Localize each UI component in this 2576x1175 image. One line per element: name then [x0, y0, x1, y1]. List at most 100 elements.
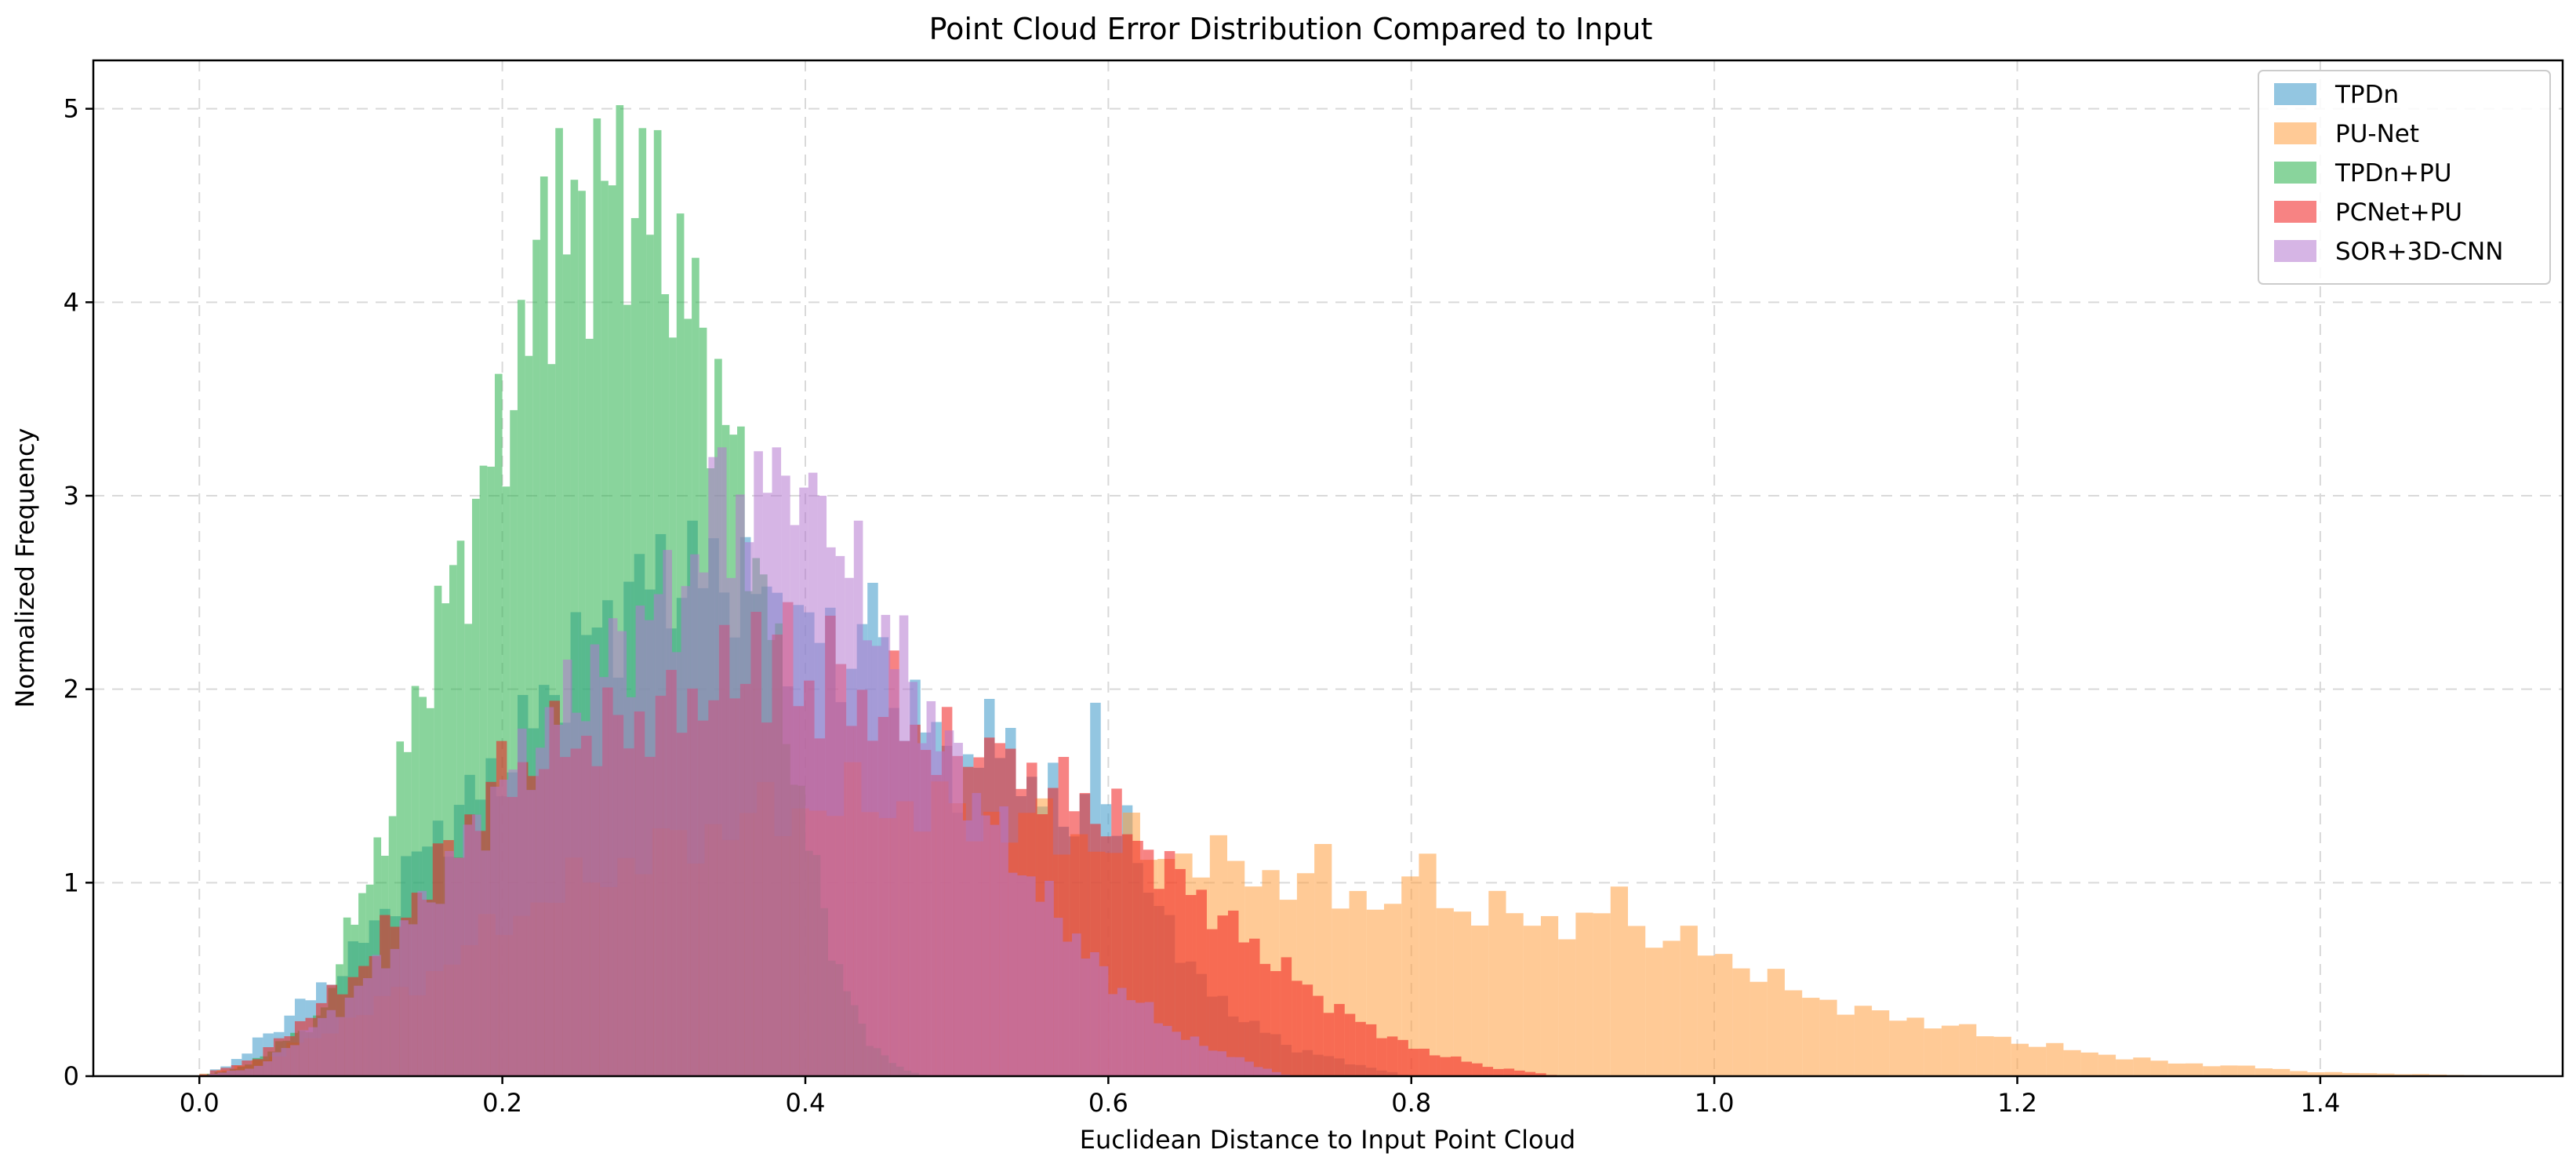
plot-frame: [92, 59, 2564, 1078]
legend-label: PCNet+PU: [2335, 198, 2462, 227]
histogram-bar: [411, 686, 420, 1076]
histogram-bar: [627, 697, 636, 1076]
x-tick-label: 1.0: [1695, 1088, 1735, 1118]
histogram-bar: [408, 924, 418, 1076]
histogram-bar: [494, 373, 503, 1077]
histogram-bar: [1645, 948, 1663, 1076]
histogram-bar: [1099, 966, 1109, 1076]
histogram-bar: [954, 743, 963, 1076]
histogram-bar: [2360, 1073, 2378, 1076]
histogram-bar: [645, 620, 654, 1076]
histogram-bar: [317, 1017, 327, 1076]
histogram-bar: [2167, 1063, 2185, 1076]
histogram-bar: [1249, 938, 1260, 1076]
histogram-bar: [227, 1070, 236, 1076]
histogram-bar: [1482, 1067, 1494, 1076]
histogram-bar: [1181, 1039, 1190, 1076]
histogram-bar: [2098, 1054, 2116, 1076]
histogram-bar: [1397, 1039, 1408, 1076]
histogram-bar: [593, 118, 601, 1076]
histogram-bar: [630, 218, 639, 1076]
histogram-bar: [663, 550, 672, 1076]
histogram-bar: [1026, 876, 1036, 1076]
histogram-bar: [417, 890, 427, 1076]
histogram-bar: [2254, 1068, 2273, 1076]
legend-swatch: [2274, 201, 2316, 223]
histogram-bar: [1749, 981, 1768, 1076]
histogram-bar: [336, 1017, 345, 1076]
legend-label: SOR+3D-CNN: [2335, 238, 2503, 266]
legend-swatch: [2274, 162, 2316, 184]
histogram-bar: [562, 659, 572, 1076]
histogram-bar: [490, 786, 500, 1076]
histogram-bar: [487, 466, 495, 1076]
histogram-bar: [690, 554, 699, 1076]
histogram-bar: [1610, 886, 1629, 1076]
histogram-bar: [1365, 1024, 1377, 1076]
histogram-bar: [2290, 1071, 2308, 1076]
histogram-bar: [999, 806, 1008, 1076]
histogram-bar: [1993, 1036, 2011, 1076]
histogram-bar: [2011, 1043, 2029, 1076]
histogram-bar: [1493, 1068, 1504, 1076]
histogram-bar: [2046, 1042, 2064, 1076]
histogram-bar: [762, 493, 772, 1076]
y-tick-label: 0: [64, 1061, 79, 1091]
histogram-bar: [1419, 853, 1437, 1076]
histogram-bar: [1401, 876, 1419, 1076]
histogram-bar: [845, 577, 854, 1076]
histogram-bar: [471, 498, 480, 1076]
histogram-bar: [635, 606, 645, 1076]
histogram-bar: [585, 338, 594, 1076]
x-tick-label: 1.2: [1997, 1088, 2037, 1118]
histogram-bar: [944, 730, 954, 1076]
histogram-bar: [972, 793, 982, 1076]
histogram-bar: [1355, 1021, 1366, 1076]
histogram-bar: [1959, 1024, 1977, 1076]
x-tick-label: 0.8: [1391, 1088, 1431, 1118]
histogram-bar: [2220, 1065, 2238, 1076]
histogram-bar: [1837, 1014, 1855, 1076]
histogram-bar: [1488, 890, 1506, 1076]
histogram-bar: [671, 652, 681, 1076]
histogram-bar: [1540, 915, 1559, 1076]
y-tick-label: 2: [64, 675, 79, 704]
histogram-bar: [2133, 1057, 2151, 1076]
histogram-bar: [471, 814, 481, 1076]
histogram-bar: [653, 594, 663, 1076]
histogram-bar: [676, 213, 685, 1077]
histogram-bar: [590, 644, 600, 1076]
histogram-bar: [717, 447, 727, 1076]
x-tick-label: 0.4: [786, 1088, 826, 1118]
histogram-bar: [427, 902, 436, 1076]
histogram-bar: [908, 682, 917, 1076]
histogram-bar: [817, 496, 827, 1076]
legend-frame: [2258, 70, 2551, 285]
histogram-bar: [271, 1052, 282, 1076]
x-tick-label: 0.6: [1088, 1088, 1128, 1118]
histogram-bar: [290, 1045, 300, 1076]
histogram-bar: [555, 128, 563, 1076]
histogram-bar: [2411, 1074, 2429, 1076]
histogram-bar: [1461, 1061, 1473, 1076]
histogram-bar: [808, 472, 818, 1076]
histogram-bar: [453, 857, 463, 1076]
histogram-bar: [1126, 1000, 1136, 1076]
histogram-bar: [926, 700, 936, 1076]
histogram-bar: [2185, 1063, 2204, 1076]
histogram-bar: [1819, 999, 1837, 1076]
histogram-bar: [1472, 1063, 1483, 1076]
histogram-bar: [1408, 1049, 1419, 1076]
histogram-bar: [435, 904, 445, 1076]
histogram-bar: [399, 920, 409, 1076]
histogram-bar: [308, 1027, 318, 1076]
histogram-bar: [1854, 1006, 1873, 1076]
histogram-bar: [1386, 1036, 1398, 1076]
histogram-bar: [1575, 912, 1593, 1076]
y-tick-label: 1: [64, 868, 79, 897]
legend-label: TPDn+PU: [2334, 159, 2452, 187]
histogram-bar: [1471, 925, 1489, 1076]
histogram-bar: [736, 494, 745, 1076]
histogram-bar: [1244, 1061, 1254, 1076]
histogram-bar: [781, 475, 790, 1076]
